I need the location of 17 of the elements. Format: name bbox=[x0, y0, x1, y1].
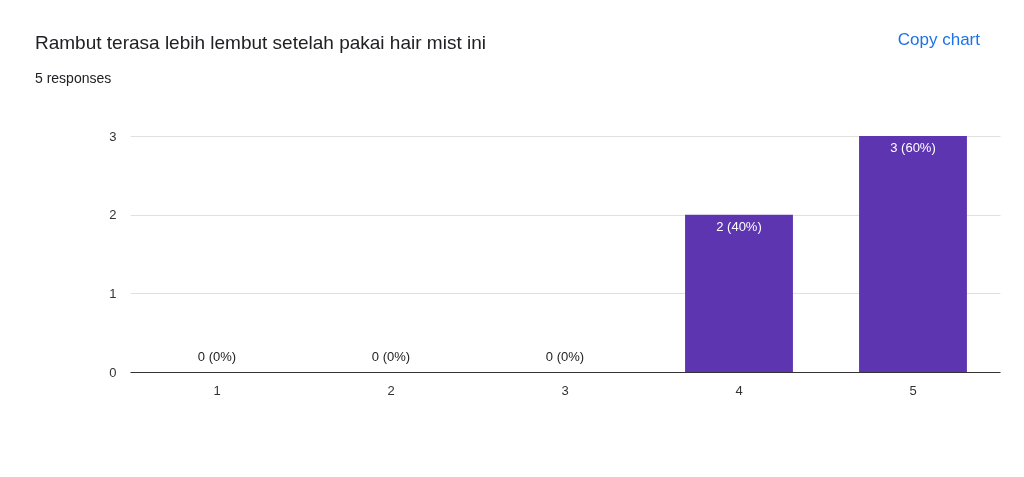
chart-title: Rambut terasa lebih lembut setelah pakai hair mist ini bbox=[35, 32, 486, 53]
x-tick-label: 3 bbox=[561, 382, 569, 398]
x-tick-label: 1 bbox=[213, 382, 221, 398]
data-label: 0 (0%) bbox=[545, 349, 585, 364]
x-tick-label: 2 bbox=[387, 382, 395, 398]
data-label: 2 (40%) bbox=[716, 218, 762, 234]
y-tick-label: 2 bbox=[109, 207, 117, 223]
y-tick-label: 0 bbox=[109, 364, 117, 380]
data-label: 3 (60%) bbox=[890, 140, 936, 155]
x-tick-label: 4 bbox=[735, 382, 743, 398]
data-label: 0 (0%) bbox=[371, 349, 411, 364]
x-tick-label: 5 bbox=[909, 382, 917, 398]
y-tick-label: 3 bbox=[109, 128, 117, 144]
chart-subtitle: 5 responses bbox=[35, 70, 112, 86]
y-tick-label: 1 bbox=[109, 285, 117, 301]
text: Copy chart bbox=[897, 30, 981, 49]
data-label: 0 (0%) bbox=[197, 349, 237, 364]
